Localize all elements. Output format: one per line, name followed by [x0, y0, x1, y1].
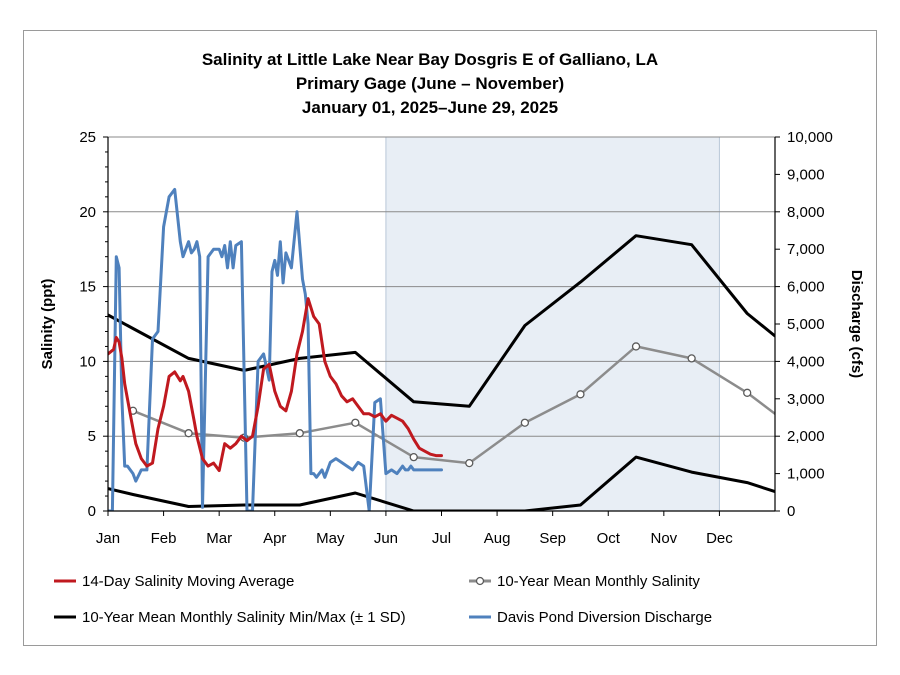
title-line-1: Salinity at Little Lake Near Bay Dosgris…	[202, 50, 658, 69]
y-tick-label: 5	[88, 428, 96, 445]
y2-tick-label: 1,000	[787, 466, 825, 483]
10-year-mean-monthly-salinity-min-max-1-sd-line	[108, 234, 775, 408]
x-tick-label: Jan	[96, 530, 120, 547]
legend-label: 14-Day Salinity Moving Average	[82, 573, 294, 590]
x-tick-label: Aug	[484, 530, 511, 547]
x-tick-label: Dec	[706, 530, 733, 547]
x-tick-label: May	[316, 530, 345, 547]
y2-tick-label: 2,000	[787, 428, 825, 445]
legend-label: 10-Year Mean Monthly Salinity Min/Max (±…	[82, 609, 406, 626]
mean-salinity-marker	[743, 388, 752, 397]
legend-label: Davis Pond Diversion Discharge	[497, 609, 712, 626]
mean-salinity-marker	[184, 429, 193, 438]
x-tick-label: Jul	[432, 530, 451, 547]
x-tick-label: Feb	[151, 530, 177, 547]
x-tick-label: Jun	[374, 530, 398, 547]
y2-tick-label: 7,000	[787, 241, 825, 258]
chart-frame: Salinity at Little Lake Near Bay Dosgris…	[23, 30, 877, 646]
x-tick-label: Sep	[539, 530, 566, 547]
mean-salinity-marker	[465, 458, 474, 468]
y-tick-label: 15	[79, 279, 96, 296]
y2-tick-label: 3,000	[787, 391, 825, 408]
x-tick-label: Apr	[263, 530, 286, 547]
y-tick-label: 25	[79, 129, 96, 146]
y2-tick-label: 8,000	[787, 204, 825, 221]
title-line-3: January 01, 2025–June 29, 2025	[302, 98, 558, 117]
10-year-mean-monthly-salinity-min-max-1-sd-lower-line	[108, 455, 775, 511]
y2-tick-label: 0	[787, 503, 795, 520]
chart-title: Salinity at Little Lake Near Bay Dosgris…	[202, 50, 658, 117]
mean-salinity-marker	[351, 418, 360, 427]
y2-tick-label: 4,000	[787, 353, 825, 370]
y2-tick-label: 10,000	[787, 129, 833, 146]
y-tick-label: 20	[79, 204, 96, 221]
14-day-salinity-moving-average-line	[108, 297, 443, 473]
legend-label: 10-Year Mean Monthly Salinity	[497, 573, 700, 590]
mean-salinity-marker	[295, 429, 304, 438]
mean-salinity-marker	[687, 354, 696, 363]
y2-tick-label: 9,000	[787, 166, 825, 183]
legend: 14-Day Salinity Moving Average 10-Year Me…	[54, 573, 712, 626]
y2-tick-label: 6,000	[787, 279, 825, 296]
mean-salinity-marker	[520, 418, 530, 427]
mean-salinity-marker	[409, 452, 418, 462]
mean-salinity-marker	[631, 342, 641, 351]
legend-marker	[475, 576, 485, 586]
y-tick-label: 0	[88, 503, 96, 520]
y-axis-title: Salinity (ppt)	[39, 279, 56, 370]
title-line-2: Primary Gage (June – November)	[296, 74, 564, 93]
y2-axis-title: Discharge (cfs)	[848, 270, 865, 378]
x-tick-label: Mar	[206, 530, 232, 547]
davis-pond-diversion-discharge-line	[108, 187, 443, 511]
primary-gage-period-band	[385, 136, 720, 512]
y-tick-label: 10	[79, 353, 96, 370]
mean-salinity-marker	[576, 390, 585, 399]
x-tick-label: Oct	[597, 530, 621, 547]
salinity-chart: Salinity at Little Lake Near Bay Dosgris…	[39, 50, 865, 626]
y2-tick-label: 5,000	[787, 316, 825, 333]
x-tick-label: Nov	[650, 530, 677, 547]
